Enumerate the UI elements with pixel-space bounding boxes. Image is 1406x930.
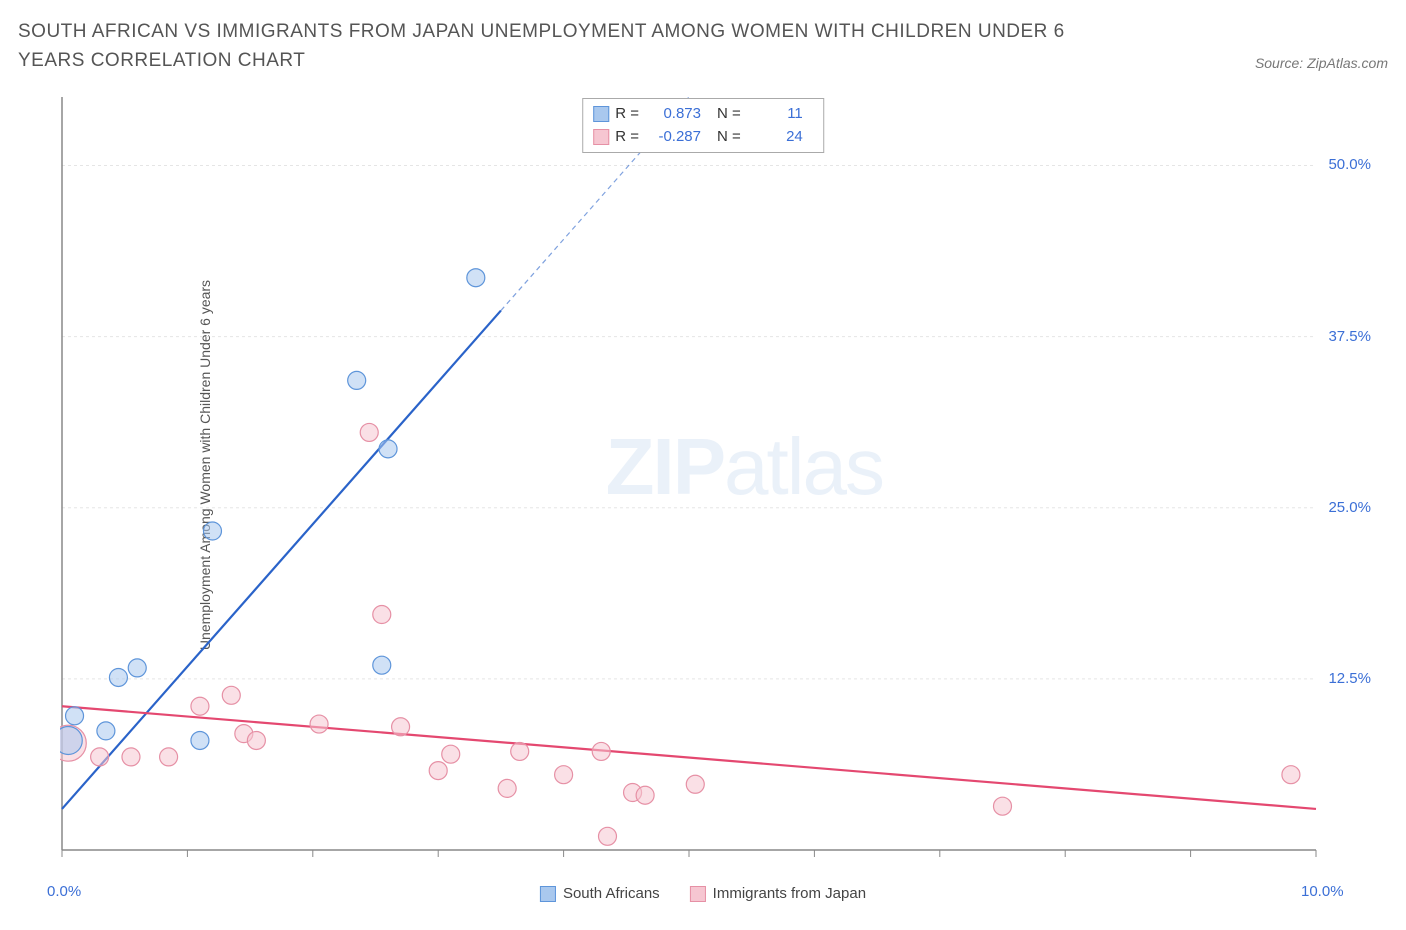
stat-n-label: N = (717, 126, 741, 149)
y-tick-label: 50.0% (1328, 156, 1371, 173)
legend-label-1: Immigrants from Japan (713, 885, 866, 902)
stat-r-label: R = (615, 103, 639, 126)
stat-n-value-0: 11 (749, 103, 803, 126)
scatter-plot-svg (60, 95, 1376, 870)
stat-r-label: R = (615, 126, 639, 149)
swatch-series-1 (593, 129, 609, 145)
stats-row-series-0: R = 0.873 N = 11 (593, 103, 813, 126)
y-tick-label: 25.0% (1328, 499, 1371, 516)
legend-item-0: South Africans (540, 885, 660, 902)
stat-n-value-1: 24 (749, 126, 803, 149)
stat-r-value-0: 0.873 (647, 103, 701, 126)
y-tick-label: 37.5% (1328, 328, 1371, 345)
stat-n-label: N = (717, 103, 741, 126)
swatch-series-0 (593, 106, 609, 122)
chart-title: SOUTH AFRICAN VS IMMIGRANTS FROM JAPAN U… (18, 18, 1118, 75)
legend-swatch-0 (540, 886, 556, 902)
stats-row-series-1: R = -0.287 N = 24 (593, 126, 813, 149)
x-tick-label: 10.0% (1301, 883, 1344, 900)
plot-area: ZIPatlas (60, 95, 1376, 870)
stat-r-value-1: -0.287 (647, 126, 701, 149)
x-tick-label: 0.0% (47, 883, 81, 900)
legend-item-1: Immigrants from Japan (690, 885, 866, 902)
stats-legend-box: R = 0.873 N = 11 R = -0.287 N = 24 (582, 98, 824, 153)
source-label: Source: ZipAtlas.com (1255, 55, 1388, 71)
y-tick-label: 12.5% (1328, 670, 1371, 687)
legend-label-0: South Africans (563, 885, 660, 902)
bottom-legend: South Africans Immigrants from Japan (540, 885, 866, 902)
legend-swatch-1 (690, 886, 706, 902)
